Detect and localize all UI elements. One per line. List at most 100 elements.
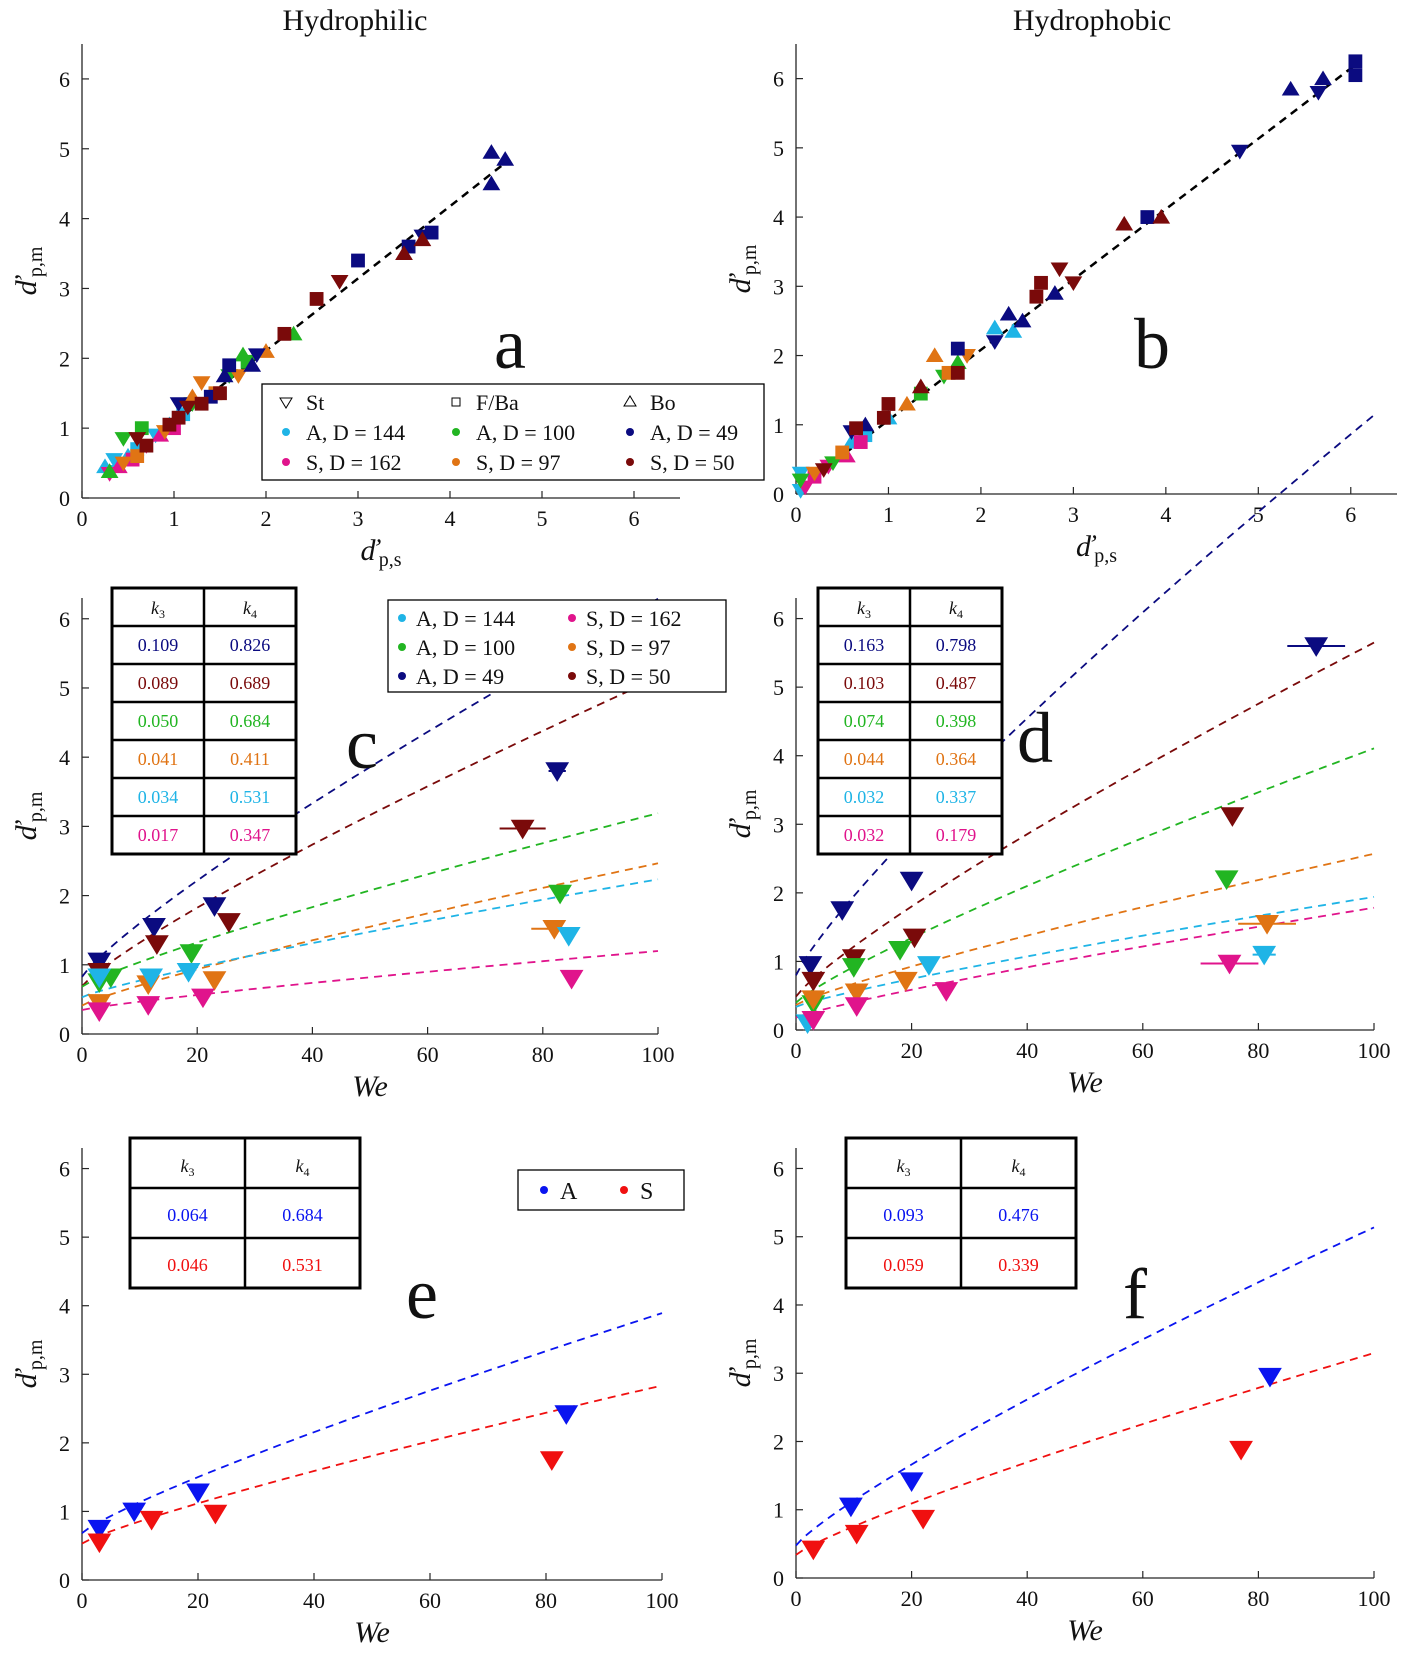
data-point-S97	[805, 466, 824, 482]
legend-label: S, D = 50	[650, 450, 735, 475]
x-tick-label: 5	[1253, 502, 1264, 527]
fit-curve-S50	[81, 676, 659, 987]
x-tick-label: 40	[303, 1588, 325, 1613]
legend-label: S, D = 97	[476, 450, 561, 475]
data-point-S	[87, 1533, 112, 1554]
data-point-A49	[985, 335, 1004, 350]
y-tick-label: 1	[773, 1498, 784, 1523]
y-tick-label: 3	[773, 1361, 784, 1386]
data-point-A	[87, 1519, 112, 1540]
y-tick-label: 1	[773, 949, 784, 974]
y-tick-label: 5	[59, 137, 70, 162]
y-axis-label-subscript: p,m	[25, 791, 47, 822]
y-axis-label-subscript: p,m	[739, 244, 761, 275]
data-point-A100	[791, 473, 810, 489]
y-tick-label: 4	[59, 207, 70, 232]
legend: St F/Ba Bo A, D = 144 A, D = 100 A, D = 49 S, …	[261, 383, 765, 481]
table-cell-k4: 0.531	[230, 787, 271, 807]
y-axis-label: ďp,m	[724, 789, 761, 838]
panel-label: d	[1017, 698, 1053, 778]
data-point-S50	[178, 400, 197, 416]
data-point-A49	[545, 762, 570, 782]
data-point-S50	[413, 231, 432, 247]
data-point-S50	[171, 410, 186, 425]
data-point-S162	[1217, 954, 1242, 975]
legend-label: A, D = 49	[416, 664, 504, 689]
data-point-S50	[213, 386, 227, 401]
x-tick-label: 6	[1345, 502, 1356, 527]
x-axis-label: We	[354, 1616, 390, 1649]
data-point-S50	[330, 274, 349, 290]
data-point-A100	[100, 463, 119, 478]
table-cell-k4: 0.398	[936, 711, 977, 731]
y-tick-label: 6	[773, 67, 784, 92]
x-tick-label: 0	[77, 506, 88, 531]
data-point-S50	[814, 463, 833, 478]
data-point-S50	[1034, 275, 1048, 290]
x-tick-label: 60	[1132, 1586, 1154, 1611]
data-point-A49	[247, 348, 266, 363]
x-axis-label: We	[1067, 1066, 1103, 1099]
legend-label: A, D = 144	[306, 420, 405, 445]
data-point-S97	[192, 376, 211, 391]
legend-label: A, D = 49	[650, 420, 738, 445]
data-point-A144	[917, 956, 941, 976]
fit-curve-S162	[81, 950, 659, 1011]
data-point-S162	[801, 1010, 826, 1031]
x-axis-label: We	[1067, 1614, 1103, 1647]
panel-a: 0 1 2 3 4 5 6 0 1 2 3 4 5 6 ďp,s ďp,m a St F/Ba Bo A, D = 14…	[10, 44, 765, 571]
data-point-S	[844, 1524, 869, 1545]
legend-label: S, D = 97	[586, 635, 671, 660]
x-tick-label: 20	[187, 1588, 209, 1613]
data-point-S	[911, 1509, 936, 1530]
data-point-A144	[176, 962, 201, 983]
x-tick-label: 40	[1016, 1038, 1038, 1063]
data-point-S162	[559, 969, 584, 990]
y-axis-label-subscript: p,m	[25, 246, 47, 277]
fit-curve-A	[795, 1226, 1375, 1547]
legend-dot-A49	[398, 672, 406, 680]
table-cell-k3: 0.032	[844, 787, 885, 807]
data-point-S50	[911, 378, 930, 394]
legend: A, D = 144 S, D = 162 A, D = 100 S, D = 97 A…	[387, 599, 727, 693]
data-point-A49	[424, 225, 439, 240]
legend-dot-S50	[626, 458, 634, 466]
x-tick-label: 60	[417, 1042, 439, 1067]
y-tick-label: 3	[773, 812, 784, 837]
table-cell-k3: 0.017	[138, 825, 179, 845]
column-title-hydrophobic: Hydrophobic	[1013, 4, 1171, 37]
data-point-A49	[1304, 637, 1329, 657]
fit-curve-S	[795, 1352, 1375, 1556]
data-point-A100	[548, 884, 572, 905]
data-point-A49	[1309, 85, 1328, 101]
panel-label: b	[1134, 304, 1170, 384]
legend-dot-S162	[568, 614, 576, 622]
data-point-A49	[215, 367, 234, 383]
data-point-S162	[87, 1002, 112, 1023]
x-axis-label-subscript: p,s	[379, 549, 402, 571]
table-cell-k3: 0.064	[167, 1205, 208, 1225]
data-point-A	[839, 1497, 863, 1518]
data-point-S162	[853, 435, 868, 449]
y-tick-label: 1	[59, 953, 70, 978]
table-cell-k3: 0.163	[844, 635, 885, 655]
data-point-A49	[798, 956, 823, 976]
y-tick-label: 2	[59, 346, 70, 371]
data-point-A144	[556, 926, 581, 947]
legend-box	[261, 383, 765, 481]
data-point-S50	[1220, 807, 1245, 827]
data-point-S97	[130, 449, 145, 463]
y-tick-label: 2	[773, 881, 784, 906]
legend-box	[387, 599, 727, 693]
data-point-S97	[835, 445, 850, 460]
legend-dot-A100	[452, 428, 460, 436]
data-point-A	[186, 1483, 210, 1504]
table-header-subscript: 4	[251, 607, 257, 621]
fit-curve-S97	[81, 862, 659, 1007]
data-point-S	[539, 1451, 564, 1471]
data-point-S50	[876, 410, 891, 425]
data-point-A49	[1348, 68, 1363, 83]
data-point-S97	[925, 347, 944, 363]
